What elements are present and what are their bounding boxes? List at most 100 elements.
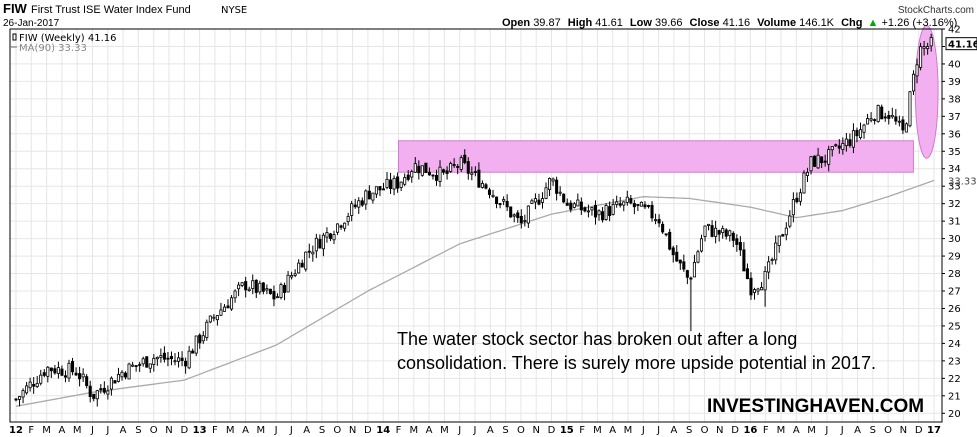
- candle: [763, 266, 767, 307]
- candle: [809, 156, 813, 175]
- x-tick-label: M: [73, 425, 82, 436]
- candle: [88, 380, 92, 403]
- candle: [466, 157, 470, 180]
- candle: [721, 225, 725, 239]
- candle: [480, 180, 484, 189]
- candle: [14, 398, 18, 402]
- ohlc-open-label: Open: [502, 17, 530, 29]
- candle: [678, 259, 682, 270]
- candle: [802, 170, 806, 194]
- candle: [671, 245, 675, 263]
- candle: [569, 200, 573, 213]
- x-tick-label: A: [303, 425, 310, 436]
- candle: [304, 251, 308, 272]
- x-tick-label: S: [135, 425, 141, 436]
- x-tick-label: F: [28, 425, 34, 436]
- candle: [251, 274, 255, 295]
- candle: [297, 259, 301, 274]
- candle: [438, 160, 442, 187]
- x-tick-label: S: [319, 425, 325, 436]
- candle: [512, 213, 516, 223]
- candle: [99, 384, 103, 394]
- candle: [866, 113, 870, 125]
- candle: [788, 210, 792, 229]
- candle: [325, 227, 329, 243]
- candle: [208, 315, 212, 324]
- x-tick-label: A: [609, 425, 616, 436]
- x-tick-label: A: [120, 425, 127, 436]
- candle: [805, 167, 810, 183]
- candle: [565, 198, 569, 206]
- candle: [25, 382, 29, 395]
- x-tick-label: A: [242, 425, 249, 436]
- candle: [463, 149, 467, 165]
- candle: [767, 256, 771, 280]
- x-tick-label: M: [777, 425, 786, 436]
- candle: [562, 193, 566, 204]
- y-tick-label: 39: [948, 77, 961, 88]
- y-tick-label: 22: [948, 374, 961, 385]
- candle: [855, 127, 859, 143]
- candle: [593, 200, 598, 225]
- candle: [81, 368, 85, 382]
- candle: [134, 365, 138, 372]
- x-tick-label: 17: [927, 425, 941, 436]
- y-tick-label: 21: [948, 391, 961, 402]
- candle: [194, 335, 198, 357]
- candle: [424, 162, 428, 174]
- candle: [636, 204, 640, 212]
- candle: [862, 123, 866, 139]
- candle: [184, 357, 188, 374]
- candle: [198, 333, 202, 349]
- x-tick-label: F: [212, 425, 218, 436]
- candle: [646, 204, 651, 209]
- candle: [576, 193, 580, 207]
- candle: [452, 158, 456, 168]
- candle: [813, 155, 817, 167]
- candle: [346, 212, 350, 226]
- candle: [275, 293, 280, 299]
- candle: [148, 363, 152, 373]
- x-tick-label: S: [502, 425, 508, 436]
- candle: [668, 228, 672, 251]
- ohlc-high-value: 41.61: [595, 17, 623, 29]
- candle: [498, 202, 502, 209]
- ohlc-volume-value: 146.1K: [799, 17, 835, 29]
- candle: [28, 377, 32, 392]
- candle: [894, 109, 898, 125]
- candle: [53, 365, 57, 375]
- candle: [714, 220, 718, 244]
- candle: [378, 186, 382, 197]
- candle: [226, 299, 230, 309]
- candle: [32, 377, 36, 394]
- candle: [760, 282, 764, 291]
- candle: [367, 185, 371, 200]
- candle: [328, 232, 333, 242]
- candle: [60, 365, 64, 377]
- candle: [233, 289, 237, 303]
- candle: [166, 351, 170, 367]
- y-tick-label: 33: [948, 182, 961, 193]
- candle: [661, 221, 665, 234]
- candle: [537, 193, 541, 206]
- candle: [558, 186, 562, 197]
- candle: [749, 272, 753, 300]
- candle: [403, 173, 407, 187]
- candle: [572, 202, 576, 209]
- x-tick-label: O: [884, 425, 892, 436]
- candle: [106, 385, 110, 400]
- candle: [579, 197, 583, 215]
- candle: [692, 254, 696, 278]
- candle: [781, 233, 785, 237]
- candle: [392, 175, 396, 196]
- x-tick-label: D: [548, 425, 556, 436]
- candle: [180, 351, 184, 367]
- x-tick-label: M: [409, 425, 418, 436]
- candle: [837, 139, 841, 154]
- candle: [851, 123, 855, 154]
- candle: [18, 395, 22, 407]
- candle: [841, 137, 845, 155]
- candle: [431, 174, 435, 180]
- candle: [473, 166, 477, 177]
